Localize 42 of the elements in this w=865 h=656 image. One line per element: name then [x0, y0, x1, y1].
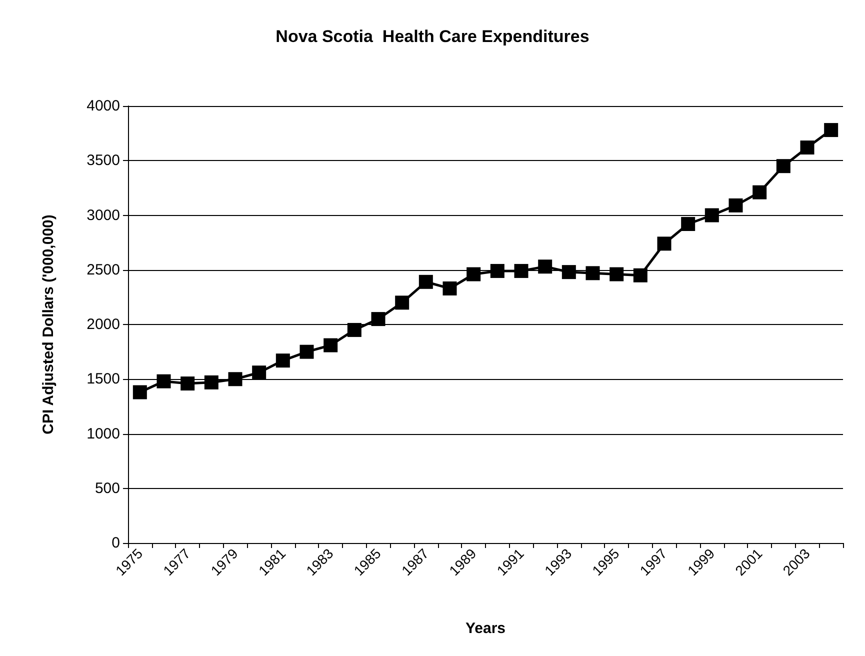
point	[132, 385, 147, 400]
point	[586, 266, 600, 280]
point	[562, 265, 576, 280]
y-tick-label: 1500	[86, 370, 120, 388]
y-tick-label: 2500	[86, 261, 120, 278]
point	[347, 322, 362, 337]
point	[442, 281, 457, 296]
point	[776, 159, 790, 174]
x-axis-title: Years	[465, 620, 506, 637]
y-tick-label: 3500	[86, 152, 120, 170]
point	[800, 140, 814, 155]
y-tick-label: 1000	[86, 425, 120, 442]
point	[657, 236, 672, 251]
y-tick-label: 2000	[86, 316, 120, 333]
point	[824, 123, 838, 138]
point	[514, 264, 528, 278]
point	[395, 296, 410, 310]
y-tick-label: 4000	[86, 98, 120, 114]
y-tick-label: 3000	[86, 206, 120, 224]
point	[300, 344, 314, 359]
point	[538, 260, 552, 274]
point	[204, 375, 218, 390]
point	[324, 338, 338, 352]
point	[752, 185, 767, 200]
point	[466, 267, 481, 282]
chart-title: Nova Scotia Health Care Expenditures	[276, 27, 590, 46]
y-axis-title: CPI Adjusted Dollars ('000,000)	[40, 214, 57, 434]
point	[728, 198, 743, 212]
point	[490, 264, 504, 278]
point	[633, 268, 648, 282]
y-tick-label: 500	[94, 480, 120, 497]
point	[681, 216, 696, 231]
point	[704, 208, 719, 222]
y-tick-label: 0	[112, 534, 120, 552]
point	[180, 376, 195, 390]
point	[371, 312, 386, 326]
point	[252, 366, 266, 380]
point	[276, 354, 290, 368]
point	[610, 267, 624, 282]
point	[156, 374, 171, 388]
point	[418, 274, 433, 289]
point	[228, 372, 242, 386]
